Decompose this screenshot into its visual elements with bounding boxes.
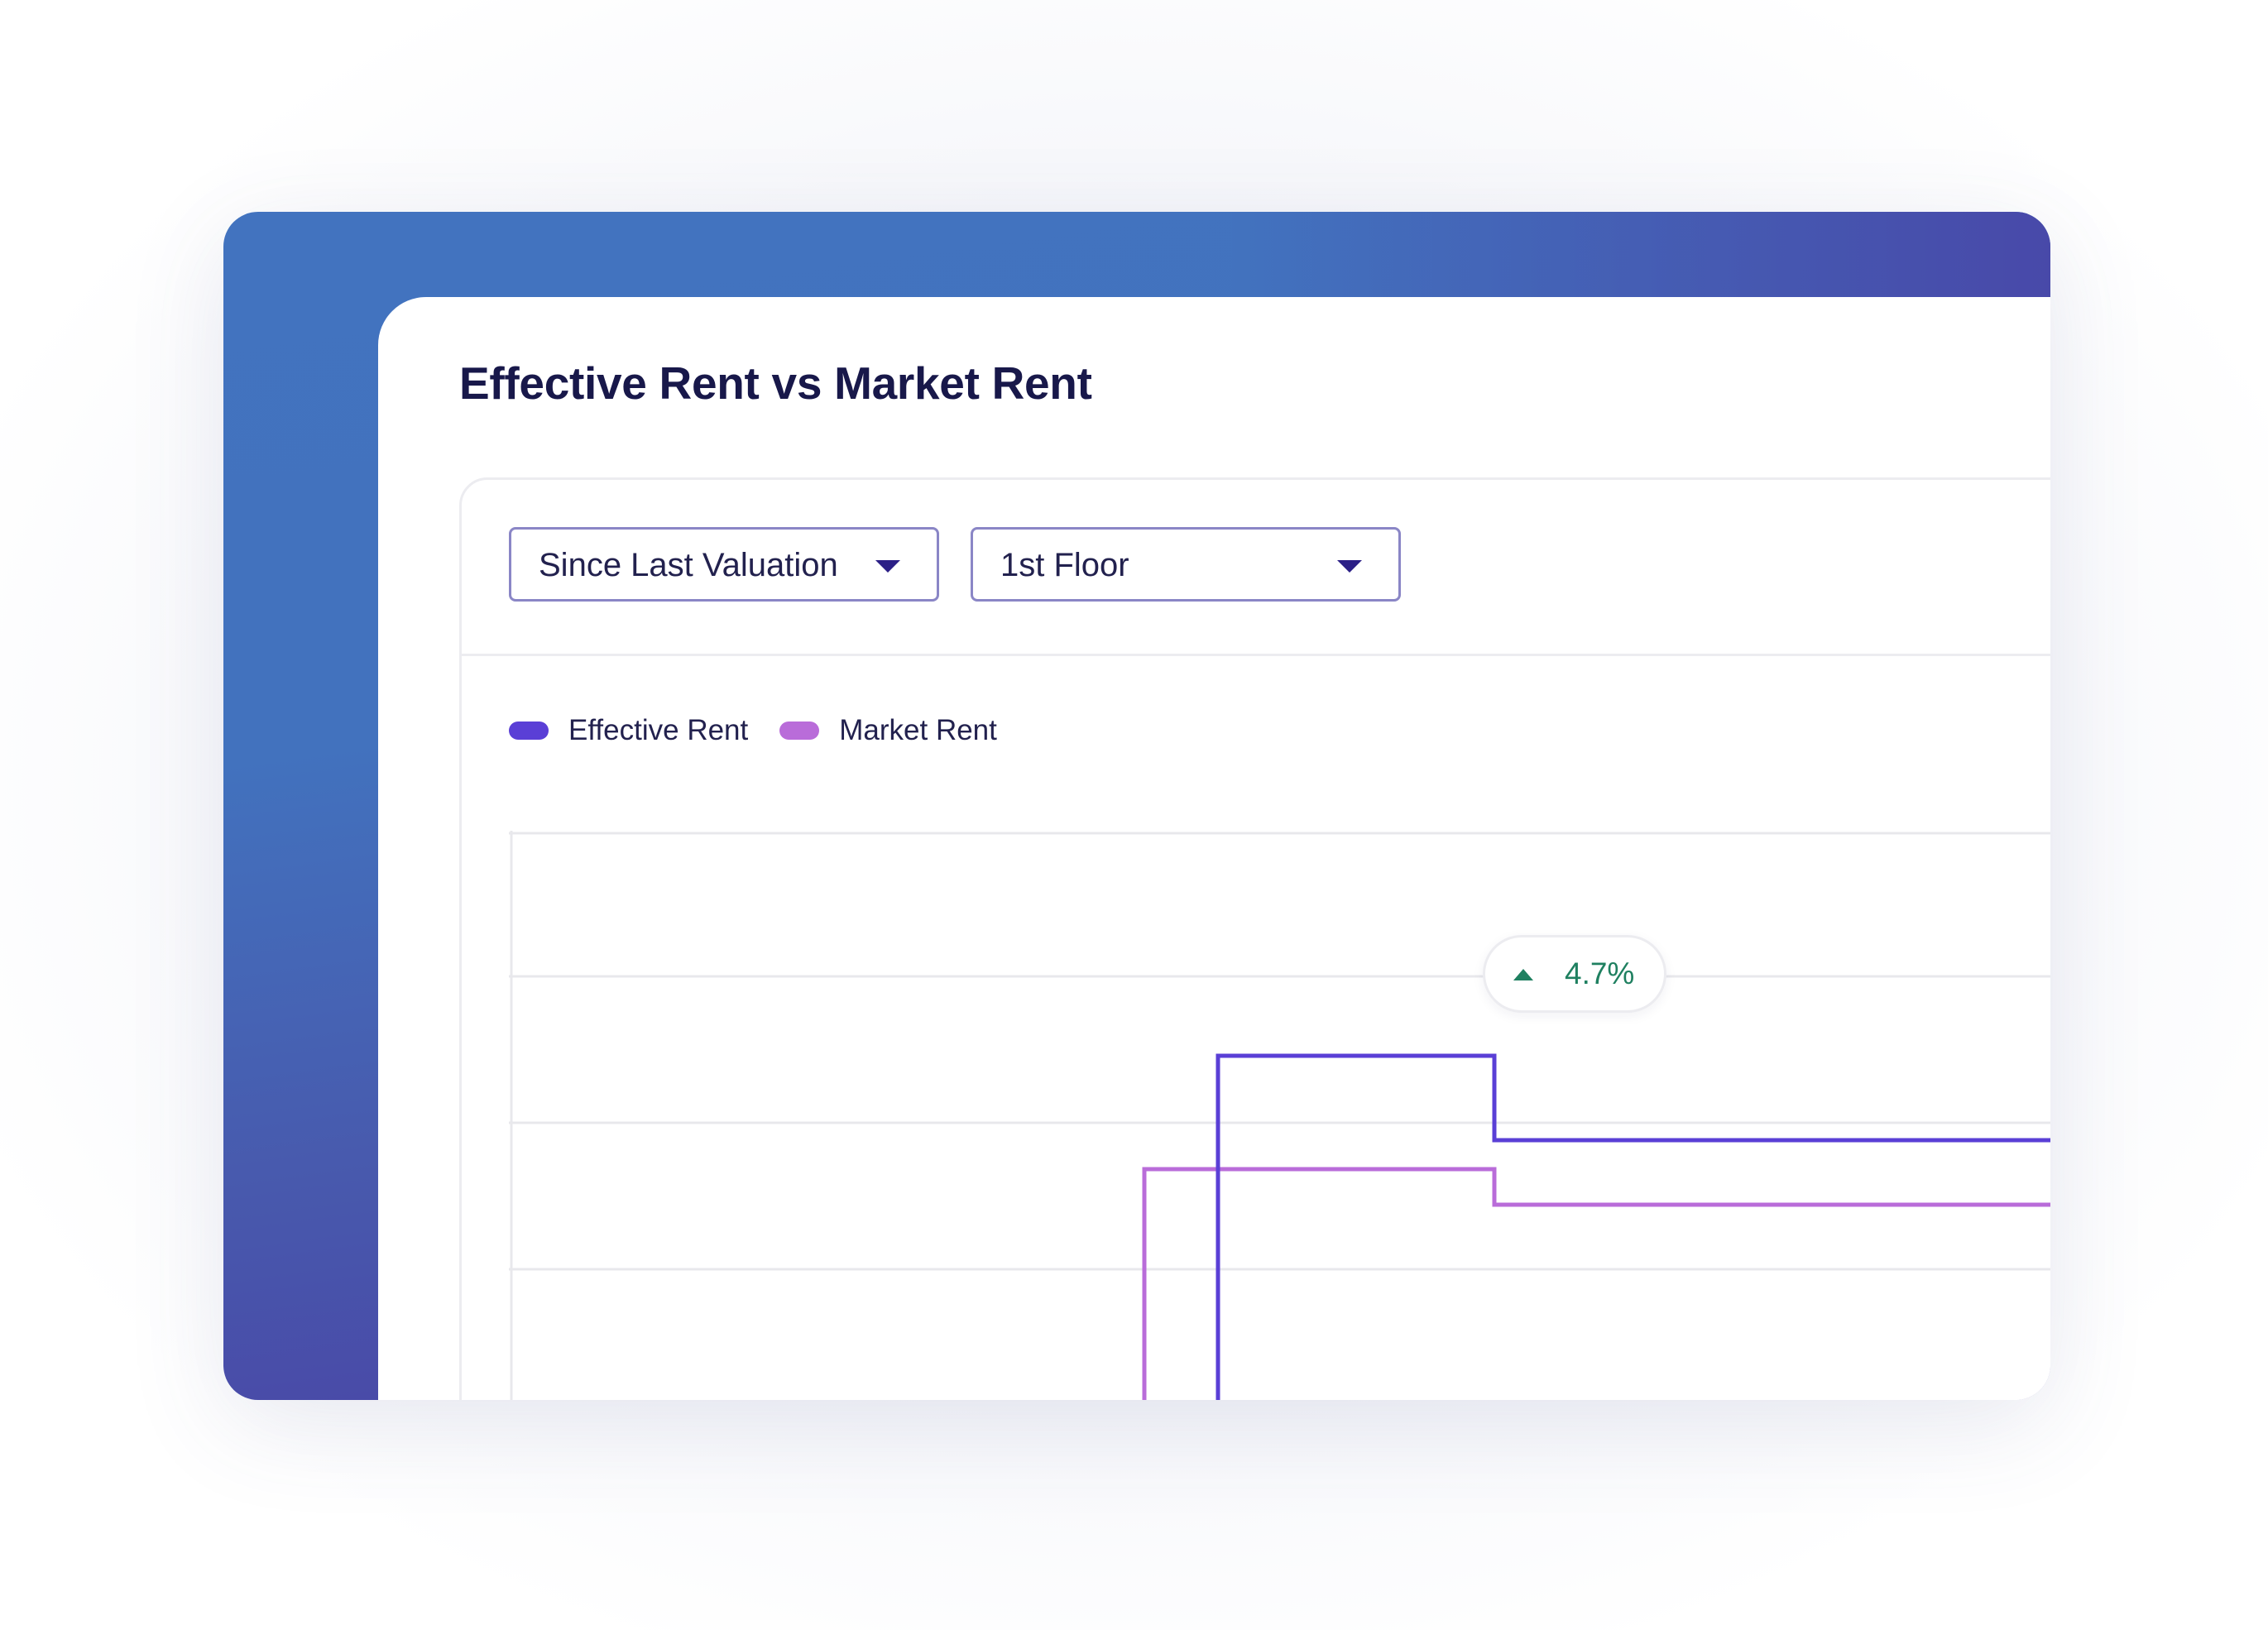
chart-legend: Effective Rent Market Rent — [509, 710, 1029, 751]
floor-select-value: 1st Floor — [1000, 547, 1129, 583]
chart-svg — [509, 831, 2050, 1400]
legend-item-market-rent[interactable]: Market Rent — [779, 714, 997, 747]
chevron-down-icon — [1337, 560, 1362, 573]
change-badge: 4.7% — [1483, 935, 1666, 1013]
legend-swatch-market-rent — [779, 722, 820, 740]
series-line-effective-rent — [1216, 1053, 2050, 1400]
triangle-up-icon — [1513, 969, 1533, 980]
legend-label-effective-rent: Effective Rent — [568, 714, 749, 746]
gradient-frame: Effective Rent vs Market Rent Since Last… — [223, 212, 2050, 1400]
series-line-market-rent — [1142, 1167, 2050, 1400]
filter-bar: Since Last Valuation 1st Floor — [462, 480, 2050, 656]
chevron-down-icon — [875, 560, 900, 573]
period-select-value: Since Last Valuation — [539, 547, 838, 583]
chart-panel: Since Last Valuation 1st Floor Effective… — [459, 477, 2050, 1400]
rent-chart: 4.7% — [509, 831, 2050, 1400]
legend-label-market-rent: Market Rent — [839, 714, 997, 746]
chart-card: Effective Rent vs Market Rent Since Last… — [378, 297, 2050, 1400]
legend-item-effective-rent[interactable]: Effective Rent — [509, 714, 748, 747]
period-select[interactable]: Since Last Valuation — [509, 527, 939, 602]
floor-select[interactable]: 1st Floor — [971, 527, 1401, 602]
card-title: Effective Rent vs Market Rent — [459, 357, 1092, 409]
legend-swatch-effective-rent — [509, 722, 549, 740]
change-percent: 4.7% — [1565, 956, 1635, 990]
